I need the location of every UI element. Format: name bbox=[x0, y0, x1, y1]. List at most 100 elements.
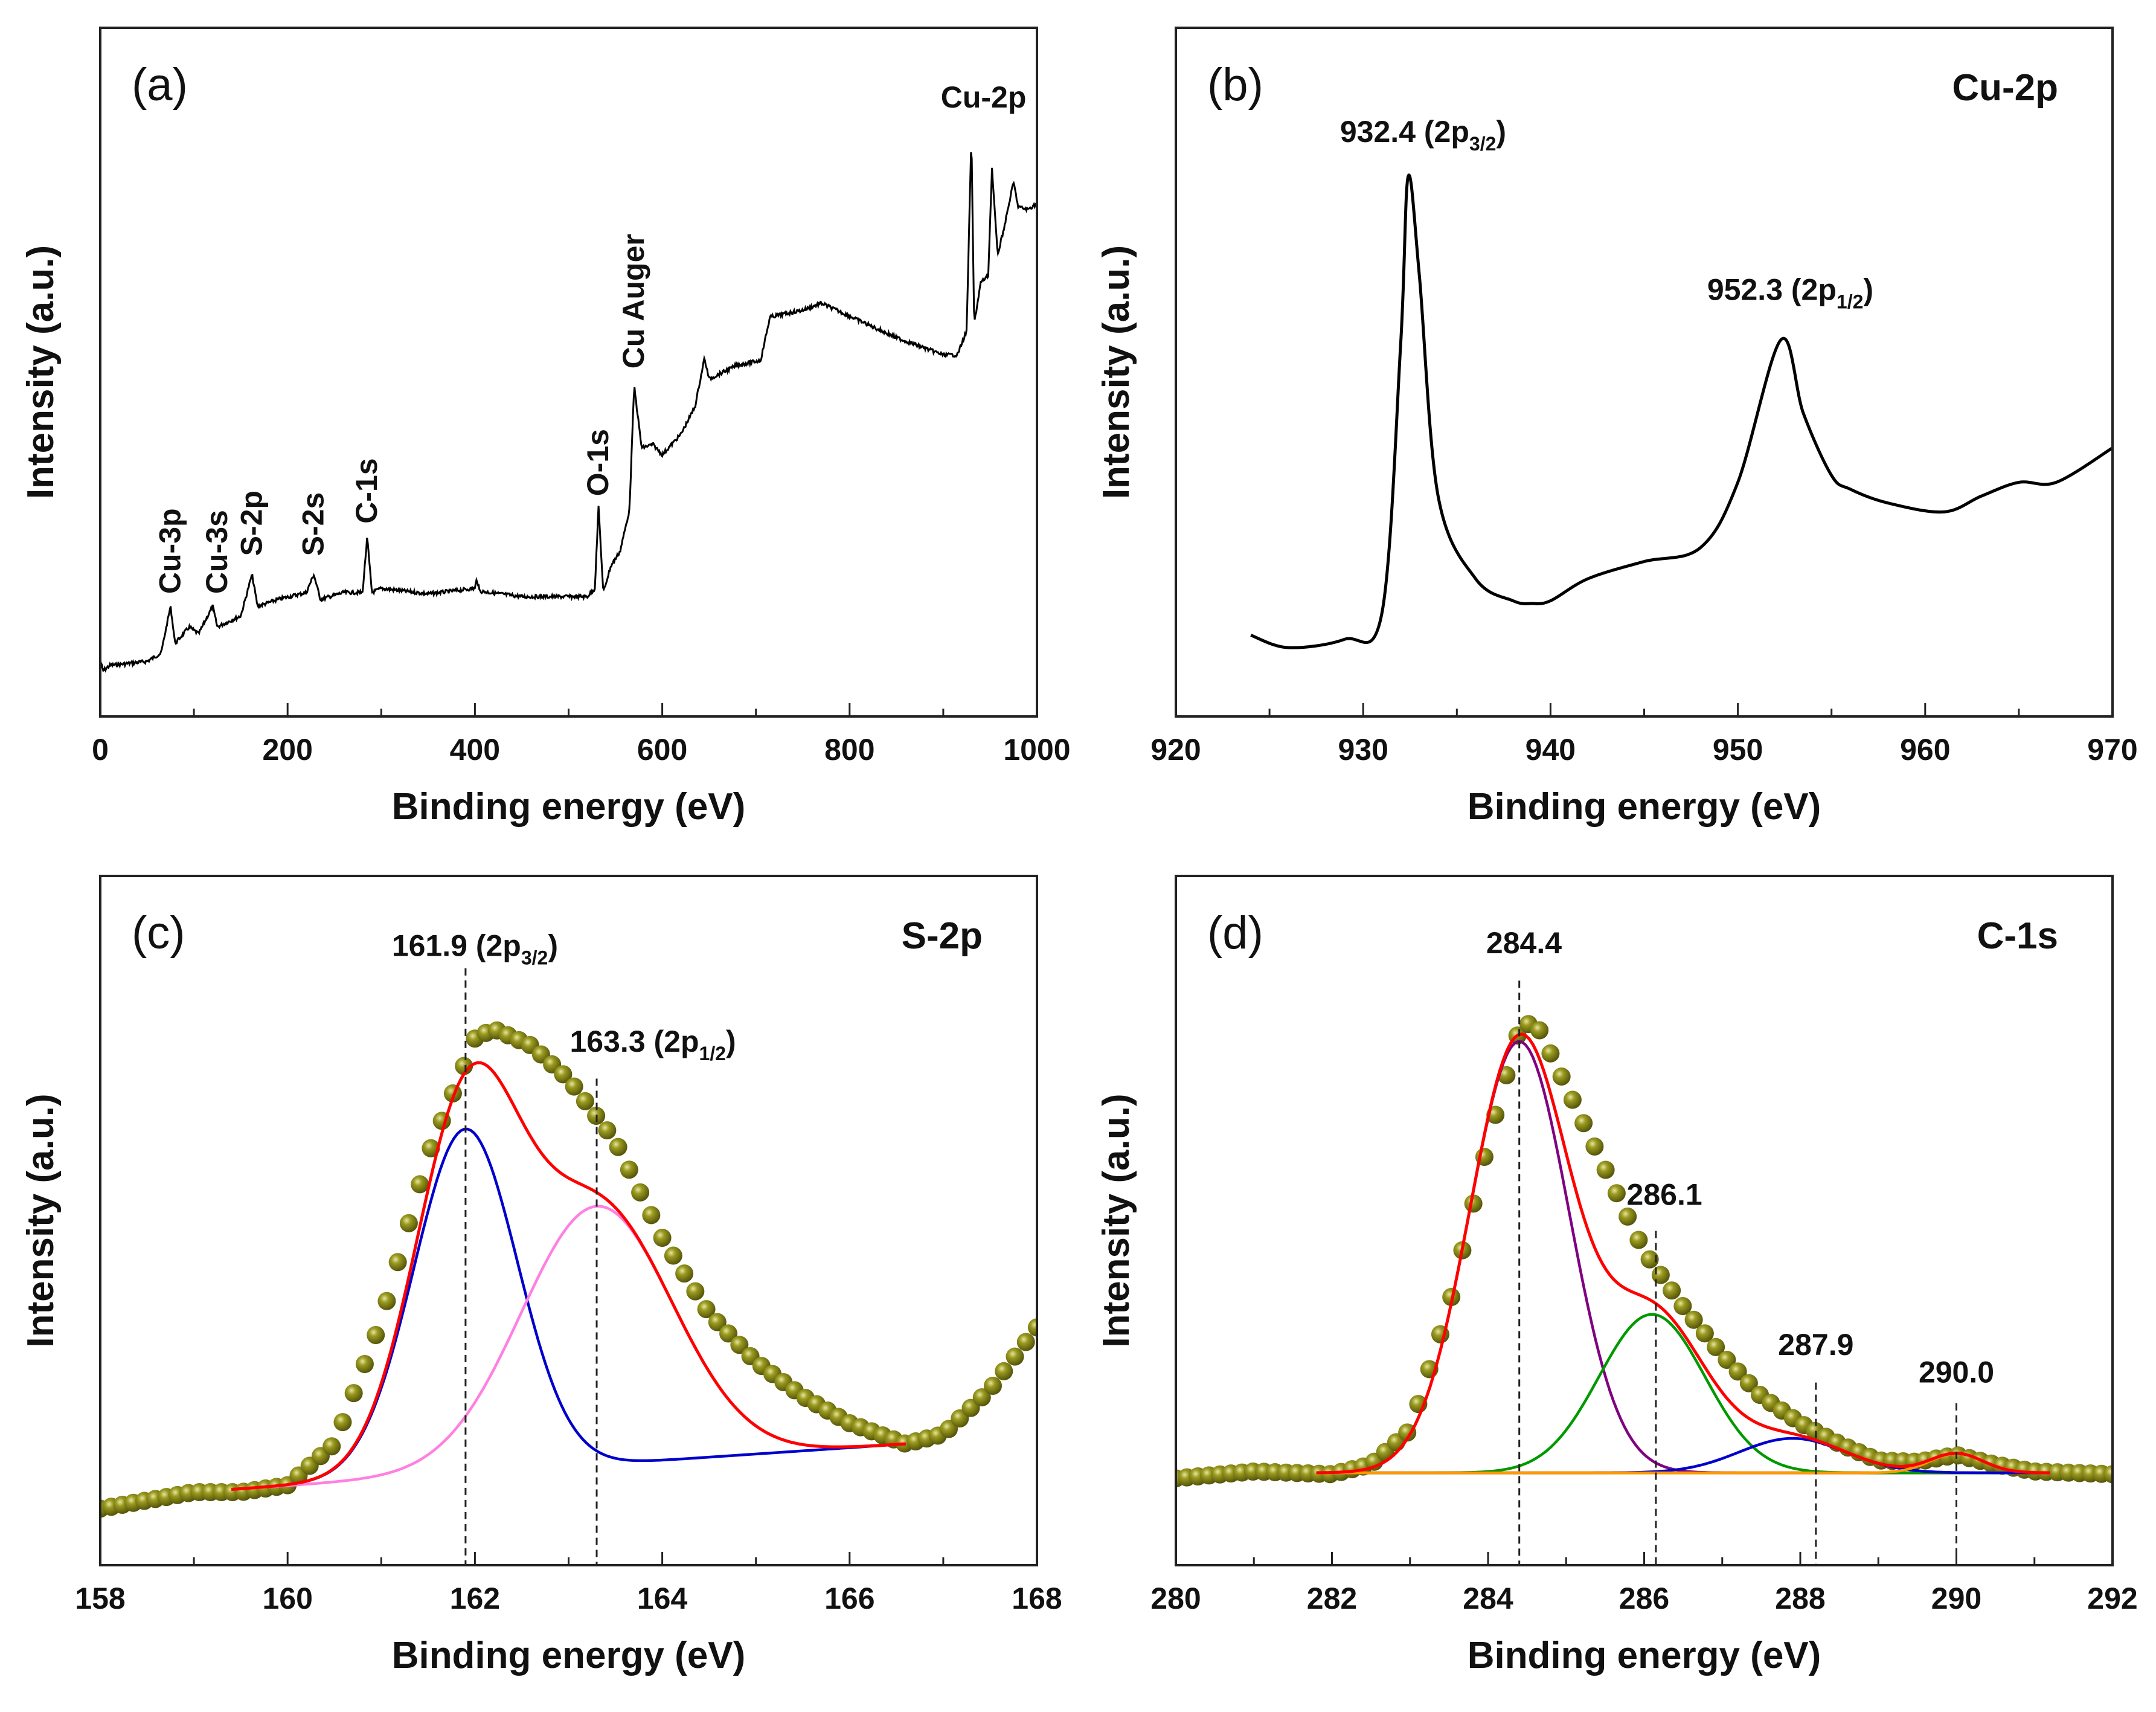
measured-point bbox=[708, 1313, 727, 1331]
peak-label: 287.9 bbox=[1778, 1328, 1853, 1362]
measured-point bbox=[322, 1437, 341, 1456]
peak-label-main: 290.0 bbox=[1919, 1356, 1994, 1389]
x-tick-label: 162 bbox=[450, 1582, 500, 1615]
measured-point bbox=[1663, 1281, 1681, 1300]
measured-point bbox=[455, 1057, 473, 1075]
x-tick-label: 282 bbox=[1307, 1582, 1357, 1615]
panel-label: (b) bbox=[1207, 59, 1263, 111]
plot-area bbox=[1176, 1015, 2113, 1488]
measured-point bbox=[984, 1377, 1003, 1395]
y-axis-title: Intensity (a.u.) bbox=[20, 1093, 62, 1347]
axes-frame bbox=[99, 875, 1038, 1566]
measured-point bbox=[1728, 1362, 1747, 1381]
panel-title: C-1s bbox=[1977, 915, 2058, 957]
measured-point bbox=[1563, 1090, 1582, 1109]
measured-point bbox=[355, 1355, 374, 1374]
peak-annotation: Cu Auger bbox=[617, 234, 650, 368]
panel-d: 280 282 284 286 288 290 292 Binding energy (eV)… bbox=[1096, 875, 2138, 1676]
panel-b: 920 930 940 950 960 970 Binding energy (eV) Int… bbox=[1096, 27, 2138, 828]
measured-point bbox=[1619, 1207, 1637, 1226]
x-tick-label: 960 bbox=[1900, 733, 1950, 767]
x-tick-label: 200 bbox=[262, 733, 312, 767]
measured-point bbox=[399, 1214, 418, 1232]
panel-label: (d) bbox=[1207, 907, 1263, 959]
peak-annotation: C-1s bbox=[350, 458, 383, 523]
peak-annotation: Cu-3s bbox=[200, 510, 234, 594]
measured-point bbox=[697, 1300, 716, 1319]
y-axis-title: Intensity (a.u.) bbox=[20, 245, 62, 499]
measured-point bbox=[1707, 1337, 1725, 1356]
fit-envelope bbox=[1316, 1032, 2050, 1475]
measured-point bbox=[719, 1324, 738, 1343]
measured-point bbox=[972, 1388, 991, 1407]
peak-label-subscript: 3/2 bbox=[1469, 133, 1496, 155]
measured-point bbox=[620, 1160, 638, 1179]
x-tick-label: 286 bbox=[1619, 1582, 1669, 1615]
measured-point bbox=[576, 1092, 594, 1110]
measured-point bbox=[642, 1206, 661, 1224]
x-tick-label: 158 bbox=[75, 1582, 125, 1615]
x-tick-label: 292 bbox=[2087, 1582, 2137, 1615]
peak-label-main: 952.3 (2p bbox=[1707, 272, 1837, 306]
measured-point bbox=[995, 1362, 1013, 1380]
peak-label-close: ) bbox=[1863, 272, 1873, 306]
measured-point bbox=[1684, 1310, 1703, 1329]
measured-point bbox=[1028, 1318, 1037, 1337]
measured-point bbox=[1695, 1324, 1714, 1343]
panel-title: S-2p bbox=[902, 915, 983, 957]
peak-label-main: 287.9 bbox=[1778, 1328, 1853, 1362]
peak-label-main: 284.4 bbox=[1486, 926, 1562, 960]
panel-label: (c) bbox=[132, 907, 185, 959]
plot-area bbox=[100, 1021, 1037, 1518]
peak-label-main: 286.1 bbox=[1627, 1177, 1702, 1211]
measured-point bbox=[565, 1077, 583, 1096]
peak-label-subscript: 1/2 bbox=[1837, 291, 1863, 312]
x-tick-label: 166 bbox=[824, 1582, 874, 1615]
x-tick-label: 1000 bbox=[1003, 733, 1070, 767]
x-tick-label: 160 bbox=[262, 1582, 312, 1615]
y-axis-title: Intensity (a.u.) bbox=[1096, 245, 1137, 499]
axes-frame bbox=[1175, 27, 2114, 718]
peak-annotation: O-1s bbox=[581, 429, 615, 496]
x-tick-label: 930 bbox=[1338, 733, 1388, 767]
x-tick-label: 288 bbox=[1775, 1582, 1825, 1615]
measured-point bbox=[598, 1121, 617, 1140]
peak-label-main: 932.4 (2p bbox=[1340, 115, 1469, 149]
x-tick-label: 400 bbox=[450, 733, 500, 767]
measured-point bbox=[554, 1065, 573, 1084]
measured-point bbox=[1552, 1067, 1571, 1086]
measured-point bbox=[377, 1292, 396, 1310]
x-tick-label: 164 bbox=[637, 1582, 688, 1615]
plot-area bbox=[1250, 173, 2113, 649]
peak-label-close: ) bbox=[1496, 115, 1506, 149]
measured-point bbox=[686, 1282, 705, 1301]
measured-point bbox=[609, 1138, 627, 1156]
peak-label: 284.4 bbox=[1486, 926, 1562, 960]
x-tick-label: 280 bbox=[1150, 1582, 1201, 1615]
peak-annotation: S-2s bbox=[297, 492, 330, 556]
x-axis-title: Binding energy (eV) bbox=[1468, 1635, 1821, 1676]
panel-title: Cu-2p bbox=[1952, 67, 2058, 109]
peak-label: 163.3 (2p1/2) bbox=[570, 1025, 736, 1064]
peak-label-close: ) bbox=[726, 1025, 736, 1058]
peak-annotation: S-2p bbox=[234, 491, 268, 556]
panel-label: (a) bbox=[132, 59, 188, 111]
measured-point bbox=[2103, 1465, 2113, 1484]
x-tick-label: 950 bbox=[1713, 733, 1763, 767]
peak-label: 286.1 bbox=[1627, 1177, 1702, 1211]
spectrum-line bbox=[1250, 173, 2113, 649]
peak-label: 161.9 (2p3/2) bbox=[392, 928, 558, 968]
measured-point bbox=[1016, 1333, 1035, 1351]
measured-point bbox=[675, 1264, 694, 1283]
x-tick-label: 0 bbox=[92, 733, 109, 767]
x-tick-label: 290 bbox=[1931, 1582, 1981, 1615]
measured-point bbox=[1640, 1250, 1659, 1269]
x-axis-title: Binding energy (eV) bbox=[392, 1635, 746, 1676]
x-tick-label: 284 bbox=[1463, 1582, 1513, 1615]
peak-label-subscript: 1/2 bbox=[699, 1043, 726, 1064]
peak-annotation: Cu-3p bbox=[153, 508, 187, 594]
panel-a: 0 200 400 600 800 1000 Binding energy (eV) Inte… bbox=[20, 27, 1071, 828]
y-axis-title: Intensity (a.u.) bbox=[1096, 1093, 1137, 1347]
measured-point bbox=[344, 1384, 363, 1403]
x-tick-label: 970 bbox=[2087, 733, 2137, 767]
